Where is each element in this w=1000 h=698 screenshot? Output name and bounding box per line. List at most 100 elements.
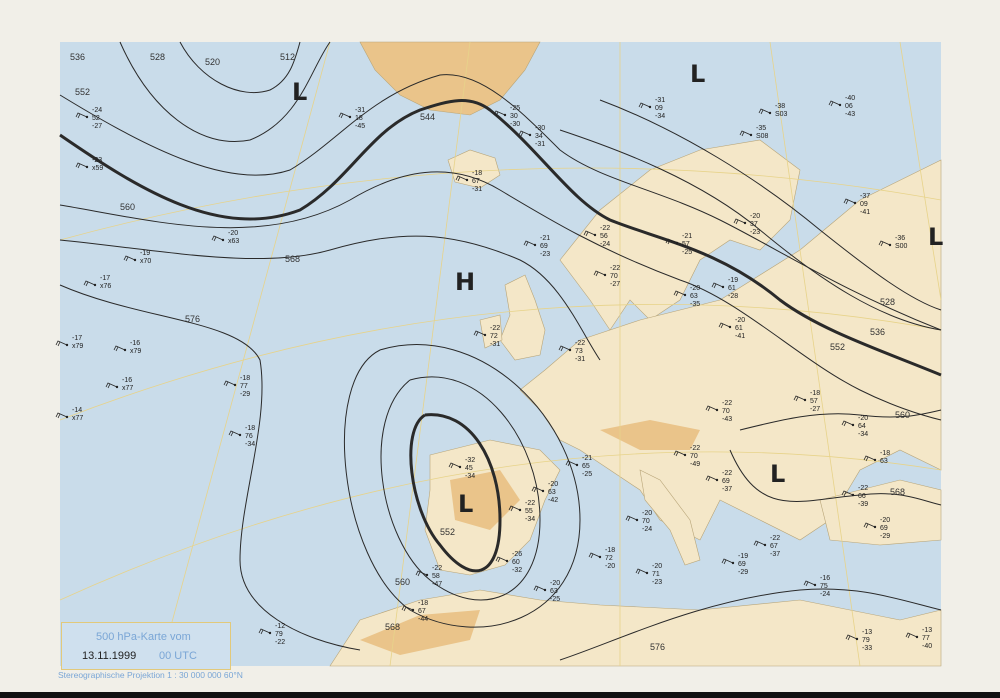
wind-barb-icon xyxy=(123,255,136,262)
contour-label: 560 xyxy=(120,202,135,212)
station-dewpoint: -27 xyxy=(810,406,820,413)
wind-barb-icon xyxy=(705,475,718,482)
station-dewpoint: -31 xyxy=(575,356,585,363)
station-height: S03 xyxy=(775,111,788,118)
wind-barb-icon xyxy=(828,100,841,107)
station-height: 79 xyxy=(862,637,870,644)
contour-label: 528 xyxy=(880,297,895,307)
station-height: 70 xyxy=(610,273,618,280)
contour-label: 560 xyxy=(395,577,410,587)
station-temperature: -20 xyxy=(690,285,700,292)
atlas-highland xyxy=(360,610,480,655)
contour-560-ring xyxy=(380,376,541,601)
station-height: 57 xyxy=(682,241,690,248)
station-temperature: -20 xyxy=(652,563,662,570)
contour-552-main xyxy=(59,99,942,377)
contour-label: 576 xyxy=(650,642,665,652)
station-dewpoint: -40 xyxy=(922,643,932,650)
contour-536 xyxy=(559,129,942,331)
wind-barb-icon xyxy=(518,130,531,137)
wind-barb-icon xyxy=(495,556,508,563)
station-temperature: -26 xyxy=(512,551,522,558)
wind-barb-icon xyxy=(753,540,766,547)
pressure-center-low-iceland-west: L xyxy=(292,78,307,106)
station-temperature: -14 xyxy=(72,407,82,414)
station-temperature: -22 xyxy=(858,485,868,492)
station-dewpoint: -41 xyxy=(735,333,745,340)
station-temperature: -31 xyxy=(655,97,665,104)
station-temperature: -22 xyxy=(690,445,700,452)
station-temperature: -16 xyxy=(820,575,830,582)
station-dewpoint: -44 xyxy=(418,616,428,623)
station-temperature: -23 xyxy=(92,157,102,164)
station-temperature: -18 xyxy=(418,600,428,607)
wind-barb-icon xyxy=(228,430,241,437)
contour-576-south xyxy=(559,588,942,661)
station-temperature: -36 xyxy=(895,235,905,242)
station-temperature: -22 xyxy=(722,470,732,477)
station-height: 69 xyxy=(880,525,888,532)
wind-barb-icon xyxy=(758,108,771,115)
wind-barb-icon xyxy=(531,486,544,493)
contour-label: 552 xyxy=(440,527,455,537)
contour-label: 552 xyxy=(75,87,90,97)
station-height: 30 xyxy=(510,113,518,120)
contour-520 xyxy=(119,41,331,142)
wind-barb-icon xyxy=(638,102,651,109)
station-height: 18 xyxy=(355,115,363,122)
wind-barb-icon xyxy=(338,112,351,119)
station-dewpoint: -45 xyxy=(355,123,365,130)
graticule xyxy=(59,41,942,667)
station-height: 65 xyxy=(582,463,590,470)
station-dewpoint: -29 xyxy=(240,391,250,398)
wind-barb-icon xyxy=(733,218,746,225)
station-temperature: -13 xyxy=(862,629,872,636)
station-dewpoint: -27 xyxy=(92,123,102,130)
station-height: 63 xyxy=(548,489,556,496)
britain xyxy=(499,274,546,361)
station-dewpoint: -20 xyxy=(605,563,615,570)
scan-border xyxy=(0,692,1000,698)
station-temperature: -18 xyxy=(605,547,615,554)
station-dewpoint: -34 xyxy=(465,473,475,480)
station-dewpoint: -39 xyxy=(858,501,868,508)
station-temperature: -20 xyxy=(735,317,745,324)
station-height: 76 xyxy=(245,433,253,440)
station-temperature: -31 xyxy=(355,107,365,114)
station-dewpoint: -29 xyxy=(880,533,890,540)
contour-label: 576 xyxy=(185,314,200,324)
station-dewpoint: -37 xyxy=(770,551,780,558)
station-height: 66 xyxy=(858,493,866,500)
wind-barb-icon xyxy=(401,605,414,612)
station-height: 57 xyxy=(810,398,818,405)
wind-barb-icon xyxy=(55,412,68,419)
contour-label: 568 xyxy=(890,487,905,497)
station-height: 55 xyxy=(525,508,533,515)
station-dewpoint: -37 xyxy=(722,486,732,493)
station-temperature: -24 xyxy=(92,107,102,114)
station-height: 72 xyxy=(605,555,613,562)
wind-barb-icon xyxy=(673,450,686,457)
